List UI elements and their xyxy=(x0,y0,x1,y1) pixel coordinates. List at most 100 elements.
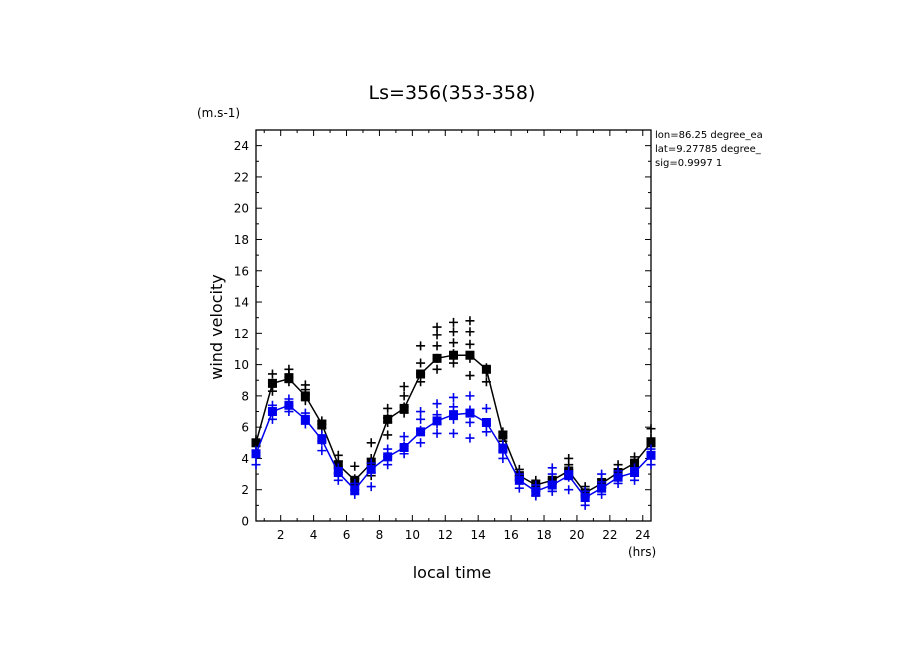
mean-marker xyxy=(432,353,442,363)
y-tick-label: 18 xyxy=(234,233,249,247)
mean-marker xyxy=(531,486,541,496)
scatter-point xyxy=(251,460,261,470)
scatter-point xyxy=(564,453,574,463)
mean-marker xyxy=(564,471,574,481)
scatter-point xyxy=(646,460,656,470)
y-tick-label: 6 xyxy=(241,421,249,435)
x-unit-label: (hrs) xyxy=(628,545,656,559)
scatter-point xyxy=(449,392,458,402)
scatter-point xyxy=(481,403,491,413)
mean-marker xyxy=(597,483,607,493)
scatter-point xyxy=(465,433,475,443)
scatter-point xyxy=(564,485,574,495)
scatter-point xyxy=(465,371,475,381)
y-tick-label: 2 xyxy=(241,483,249,497)
scatter-point xyxy=(449,327,458,337)
mean-marker xyxy=(646,438,656,448)
y-tick-label: 10 xyxy=(234,358,249,372)
scatter-point xyxy=(383,444,393,454)
series-1 xyxy=(251,391,656,510)
scatter-point xyxy=(399,432,409,442)
mean-marker xyxy=(333,468,343,478)
mean-marker xyxy=(366,464,376,474)
scatter-point xyxy=(630,475,640,485)
scatter-point xyxy=(284,364,294,374)
mean-marker xyxy=(317,435,327,445)
mean-marker xyxy=(284,374,294,384)
x-tick-label: 6 xyxy=(343,528,351,542)
info-line-lat: lat=9.27785 degree_ xyxy=(655,144,762,155)
mean-marker xyxy=(399,442,409,452)
scatter-point xyxy=(383,460,393,470)
mean-marker xyxy=(399,403,409,413)
scatter-point xyxy=(399,391,409,401)
mean-marker xyxy=(416,427,426,437)
y-tick-label: 24 xyxy=(234,139,249,153)
mean-marker xyxy=(580,493,590,503)
mean-marker xyxy=(267,378,277,388)
y-tick-label: 20 xyxy=(234,202,249,216)
scatter-point xyxy=(465,327,475,337)
scatter-point xyxy=(449,338,458,348)
mean-marker xyxy=(300,391,310,401)
scatter-point xyxy=(366,438,376,448)
scatter-point xyxy=(465,391,475,401)
mean-marker xyxy=(416,369,426,379)
scatter-point xyxy=(317,446,327,456)
scatter-point xyxy=(449,358,458,368)
chart-title: Ls=356(353-358) xyxy=(369,82,536,104)
x-tick-label: 8 xyxy=(376,528,384,542)
mean-marker xyxy=(251,438,261,448)
info-line-lon: lon=86.25 degree_ea xyxy=(655,130,763,141)
scatter-point xyxy=(416,341,426,351)
mean-marker xyxy=(481,417,491,427)
y-tick-label: 0 xyxy=(241,515,249,529)
scatter-point xyxy=(416,407,426,417)
scatter-point xyxy=(547,463,557,473)
scatter-point xyxy=(383,430,393,440)
scatter-point xyxy=(416,438,426,448)
y-tick-label: 14 xyxy=(234,296,249,310)
scatter-point xyxy=(416,358,426,368)
x-axis-label: local time xyxy=(413,563,492,582)
y-tick-label: 22 xyxy=(234,170,249,184)
scatter-point xyxy=(580,500,590,510)
scatter-point xyxy=(383,403,393,413)
y-tick-label: 4 xyxy=(241,452,249,466)
mean-marker xyxy=(432,416,442,426)
plot-frame xyxy=(255,129,652,522)
mean-marker xyxy=(317,419,327,429)
mean-marker xyxy=(465,408,475,418)
scatter-point xyxy=(514,483,524,493)
mean-marker xyxy=(646,450,656,460)
scatter-point xyxy=(432,341,442,351)
mean-marker xyxy=(514,475,524,485)
y-axis-label: wind velocity xyxy=(207,274,226,379)
x-tick-label: 16 xyxy=(503,528,518,542)
info-line-sig: sig=0.9997 1 xyxy=(655,158,722,169)
scatter-point xyxy=(366,482,376,492)
scatter-point xyxy=(449,428,458,438)
scatter-point xyxy=(399,381,409,391)
mean-marker xyxy=(449,410,458,420)
x-tick-label: 2 xyxy=(277,528,285,542)
mean-line xyxy=(255,354,652,494)
scatter-point xyxy=(432,330,442,340)
scatter-point xyxy=(465,339,475,349)
mean-marker xyxy=(251,449,261,459)
y-tick-label: 8 xyxy=(241,389,249,403)
y-unit-label: (m.s-1) xyxy=(197,106,240,120)
scatter-point xyxy=(432,322,442,332)
mean-marker xyxy=(630,458,640,468)
x-tick-label: 12 xyxy=(438,528,453,542)
mean-marker xyxy=(449,350,458,360)
mean-marker xyxy=(383,452,393,462)
scatter-point xyxy=(597,469,607,479)
scatter-point xyxy=(646,424,656,434)
x-tick-label: 4 xyxy=(310,528,318,542)
x-tick-label: 20 xyxy=(569,528,584,542)
scatter-point xyxy=(465,316,475,326)
scatter-point xyxy=(416,414,426,424)
x-tick-label: 10 xyxy=(405,528,420,542)
